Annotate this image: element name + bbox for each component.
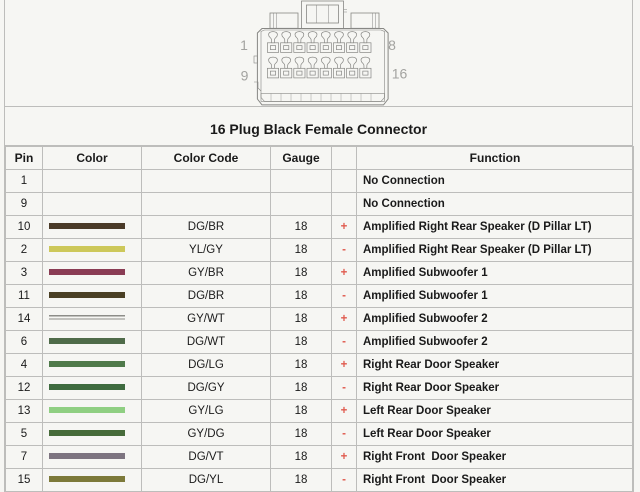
svg-text:9: 9: [241, 68, 249, 84]
svg-text:16: 16: [392, 66, 408, 82]
svg-text:1: 1: [240, 37, 248, 53]
svg-text:8: 8: [388, 37, 396, 53]
